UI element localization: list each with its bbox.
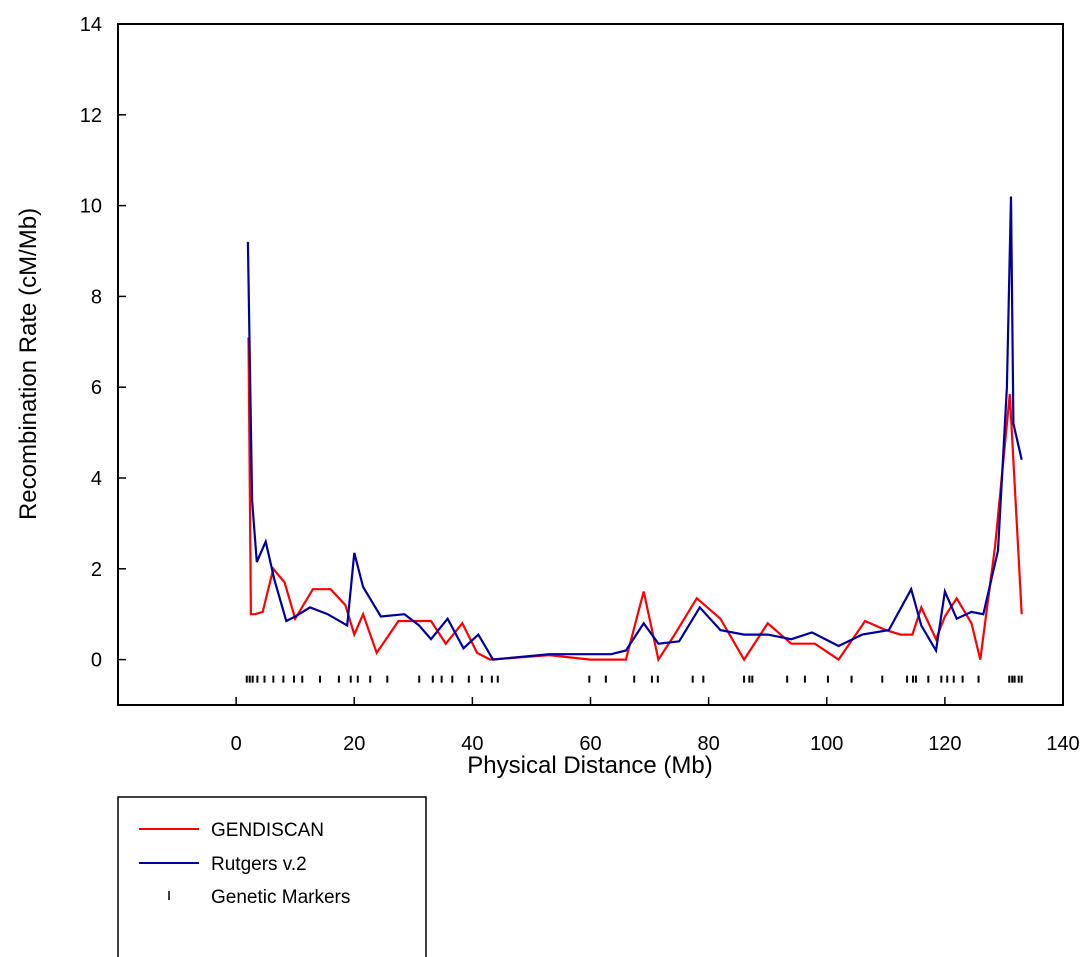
x-tick-label: 40	[461, 733, 483, 755]
x-tick-label: 20	[343, 733, 365, 755]
y-tick-label: 12	[80, 105, 102, 127]
x-tick-label: 60	[579, 733, 601, 755]
x-tick-label: 140	[1046, 733, 1079, 755]
series-line-gendiscan	[247, 337, 1023, 663]
y-tick-label: 6	[91, 377, 102, 399]
y-tick-label: 10	[80, 196, 102, 218]
x-tick-label: 120	[928, 733, 961, 755]
x-tick-label: 100	[810, 733, 843, 755]
legend-label-markers: Genetic Markers	[211, 887, 350, 908]
y-tick-label: 0	[91, 650, 102, 672]
x-tick-label: 80	[698, 733, 720, 755]
genetic-markers-layer	[245, 675, 1023, 683]
plot-frame	[117, 23, 1064, 706]
legend-box	[117, 796, 427, 957]
y-tick-label: 2	[91, 559, 102, 581]
y-axis-title: Recombination Rate (cM/Mb)	[15, 208, 42, 520]
legend-label-gendiscan: GENDISCAN	[211, 820, 324, 841]
x-tick-label: 0	[231, 733, 242, 755]
legend: GENDISCAN Rutgers v.2 Genetic Markers	[117, 796, 427, 957]
y-tick-label: 14	[80, 14, 102, 36]
y-tick-label: 4	[91, 468, 102, 490]
y-axis: 0 2 4 6 8 10 12 14	[80, 14, 126, 672]
y-tick-label: 8	[91, 286, 102, 308]
legend-label-rutgers: Rutgers v.2	[211, 854, 307, 875]
x-axis: 0 20 40 60 80 100 120 140	[231, 697, 1080, 755]
x-axis-title: Physical Distance (Mb)	[467, 752, 712, 779]
series-line-rutgers	[246, 196, 1023, 661]
series-layer	[246, 196, 1023, 663]
